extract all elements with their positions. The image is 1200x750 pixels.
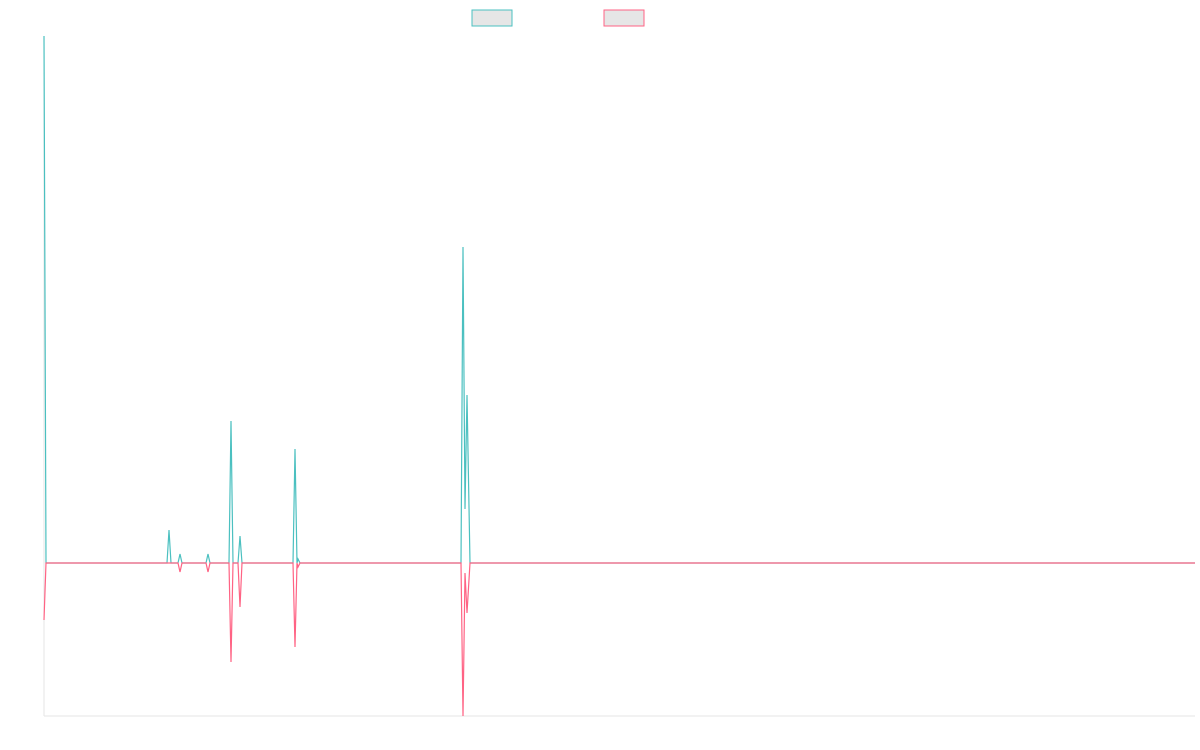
line-series bbox=[43, 562, 1195, 717]
legend-swatch bbox=[603, 9, 645, 27]
line-series bbox=[43, 35, 1195, 564]
legend-swatch bbox=[471, 9, 513, 27]
